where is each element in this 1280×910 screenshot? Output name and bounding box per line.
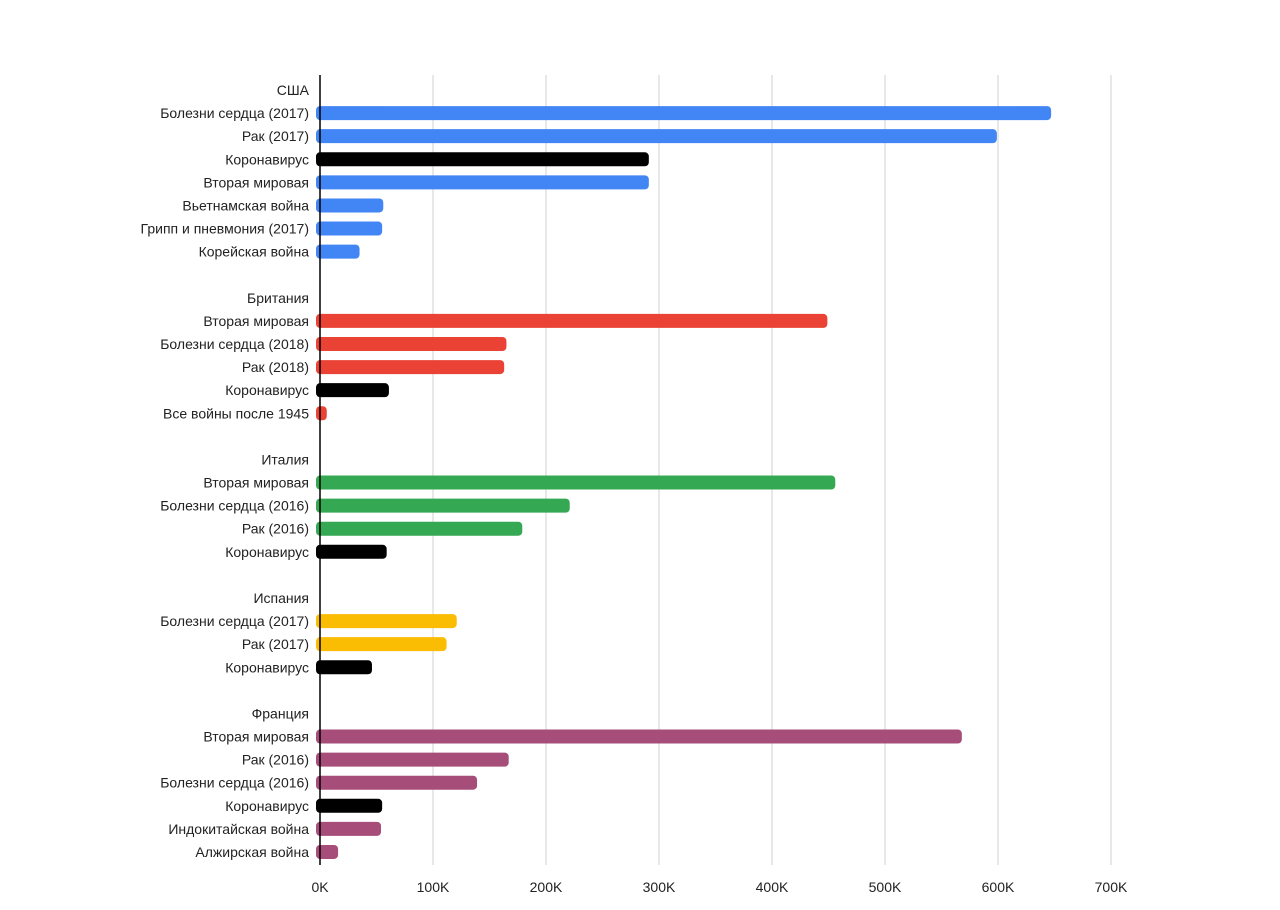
x-tick-label: 100K xyxy=(417,879,450,895)
x-tick-label: 700K xyxy=(1095,879,1128,895)
bar xyxy=(316,244,360,259)
bar-label: Алжирская война xyxy=(195,844,309,860)
bar xyxy=(316,775,478,790)
bar-label: Все войны после 1945 xyxy=(163,405,309,421)
bar-label: Вторая мировая xyxy=(203,174,309,190)
x-tick-label: 300K xyxy=(643,879,676,895)
bar-label: Коронавирус xyxy=(225,382,309,398)
bar xyxy=(316,752,509,767)
bar-label: Болезни сердца (2016) xyxy=(160,498,309,514)
bar-label: Рак (2016) xyxy=(242,521,309,537)
bar xyxy=(316,729,962,744)
bar-label: Болезни сердца (2017) xyxy=(160,613,309,629)
bar-label: Коронавирус xyxy=(225,544,309,560)
bar-label: Болезни сердца (2017) xyxy=(160,105,309,121)
bar xyxy=(316,336,507,351)
bar xyxy=(316,521,523,536)
bar xyxy=(316,198,384,213)
bar xyxy=(316,544,387,559)
bar xyxy=(316,221,383,236)
bar-label: Вторая мировая xyxy=(203,313,309,329)
bar xyxy=(316,152,649,167)
bar-label: Вторая мировая xyxy=(203,729,309,745)
bar xyxy=(316,360,505,375)
group-label: США xyxy=(277,82,310,98)
bar-label: Рак (2016) xyxy=(242,752,309,768)
x-tick-label: 500K xyxy=(869,879,902,895)
bar-label: Корейская война xyxy=(199,244,310,260)
bar xyxy=(316,106,1052,121)
bar-label: Коронавирус xyxy=(225,798,309,814)
bar xyxy=(316,614,457,629)
group-label: Британия xyxy=(247,290,309,306)
bar xyxy=(316,406,327,421)
bar xyxy=(316,475,836,490)
bar xyxy=(316,129,997,144)
x-tick-label: 0K xyxy=(311,879,329,895)
bar-label: Коронавирус xyxy=(225,151,309,167)
bar-label: Грипп и пневмония (2017) xyxy=(141,221,309,237)
x-tick-label: 200K xyxy=(530,879,563,895)
bar xyxy=(316,383,389,398)
bar xyxy=(316,660,372,675)
x-tick-label: 600K xyxy=(982,879,1015,895)
bar-label: Болезни сердца (2018) xyxy=(160,336,309,352)
bar-label: Вторая мировая xyxy=(203,475,309,491)
bar-label: Болезни сердца (2016) xyxy=(160,775,309,791)
bar xyxy=(316,498,570,513)
x-tick-label: 400K xyxy=(756,879,789,895)
group-label: Испания xyxy=(253,590,309,606)
bar xyxy=(316,175,649,190)
bar xyxy=(316,313,828,328)
group-label: Франция xyxy=(252,705,309,721)
bar xyxy=(316,844,339,859)
bar-label: Вьетнамская война xyxy=(182,197,309,213)
bar-label: Индокитайская война xyxy=(168,821,309,837)
bar-label: Рак (2017) xyxy=(242,636,309,652)
group-label: Италия xyxy=(261,451,309,467)
bar-label: Коронавирус xyxy=(225,659,309,675)
bar xyxy=(316,798,383,813)
bar xyxy=(316,637,447,652)
bar xyxy=(316,821,382,836)
bar-label: Рак (2017) xyxy=(242,128,309,144)
bar-label: Рак (2018) xyxy=(242,359,309,375)
